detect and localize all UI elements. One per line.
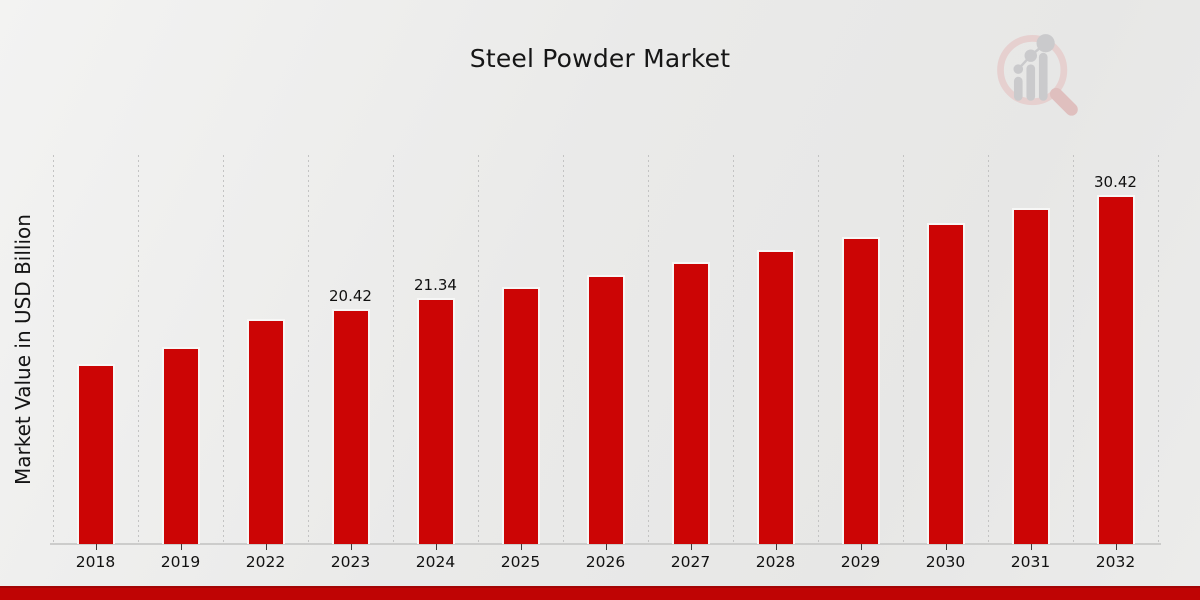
x-axis-tick-label: 2028 [755,553,796,571]
plot-area: 2018 2019 2022 20.42 2023 21.34 2024 2025 2026 20… [50,155,1161,571]
bar-column: 2026 [563,155,648,571]
vertical-gridline [733,155,734,545]
vertical-gridline [648,155,649,545]
brand-logo-icon [997,34,1078,116]
bar-column: 2019 [138,155,223,571]
bar-2031 [1011,208,1050,544]
bar-value-label: 21.34 [414,276,457,294]
x-axis-tick-label: 2030 [925,553,966,571]
vertical-gridline [308,155,309,545]
bar-2025 [501,287,540,544]
vertical-gridline [1073,155,1074,545]
bar-2026 [586,275,625,544]
x-axis-tick-label: 2023 [330,553,371,571]
x-axis-tick-label: 2025 [500,553,541,571]
axis-tick [265,544,267,550]
x-axis-tick-label: 2026 [585,553,626,571]
vertical-gridline [223,155,224,545]
bar-2018 [76,364,115,544]
bar-2024 [416,298,455,544]
vertical-gridline [903,155,904,545]
x-axis-tick-label: 2031 [1010,553,1051,571]
vertical-gridline [988,155,989,545]
x-axis-tick-label: 2022 [245,553,286,571]
axis-tick [520,544,522,550]
bar-2028 [756,250,795,544]
axis-tick [435,544,437,550]
axis-tick [945,544,947,550]
axis-tick [180,544,182,550]
vertical-gridline [563,155,564,545]
bar-value-label: 20.42 [329,287,372,305]
bar-2029 [841,237,880,544]
bar-2022 [246,319,285,544]
bar-2023 [331,309,370,544]
bar-column: 21.34 2024 [393,155,478,571]
x-axis-tick-label: 2024 [415,553,456,571]
bar-column: 2028 [733,155,818,571]
bar-2027 [671,262,710,544]
x-axis-tick-label: 2032 [1095,553,1136,571]
vertical-gridline [393,155,394,545]
axis-tick [350,544,352,550]
vertical-gridline [1158,155,1159,545]
vertical-gridline [478,155,479,545]
y-axis-label: Market Value in USD Billion [11,214,35,486]
vertical-gridline [818,155,819,545]
bar-column: 2022 [223,155,308,571]
bar-column: 2025 [478,155,563,571]
bar-column: 2018 [53,155,138,571]
axis-tick [690,544,692,550]
axis-tick [605,544,607,550]
bar-2030 [926,223,965,544]
axis-tick [1115,544,1117,550]
bar-value-label: 30.42 [1094,173,1137,191]
axis-tick [95,544,97,550]
bar-2032 [1096,195,1135,544]
vertical-gridline [53,155,54,545]
bar-column: 20.42 2023 [308,155,393,571]
bottom-accent-stripe [0,586,1200,600]
bar-column: 30.42 2032 [1073,155,1158,571]
axis-tick [1030,544,1032,550]
axis-tick [775,544,777,550]
bar-column: 2031 [988,155,1073,571]
x-axis-tick-label: 2019 [160,553,201,571]
x-axis-tick-label: 2027 [670,553,711,571]
vertical-gridline [138,155,139,545]
bar-column: 2029 [818,155,903,571]
x-axis-tick-label: 2018 [75,553,116,571]
bar-column: 2027 [648,155,733,571]
axis-tick [860,544,862,550]
bar-2019 [161,347,200,544]
bar-column: 2030 [903,155,988,571]
x-axis-tick-label: 2029 [840,553,881,571]
chart-title: Steel Powder Market [469,44,731,73]
